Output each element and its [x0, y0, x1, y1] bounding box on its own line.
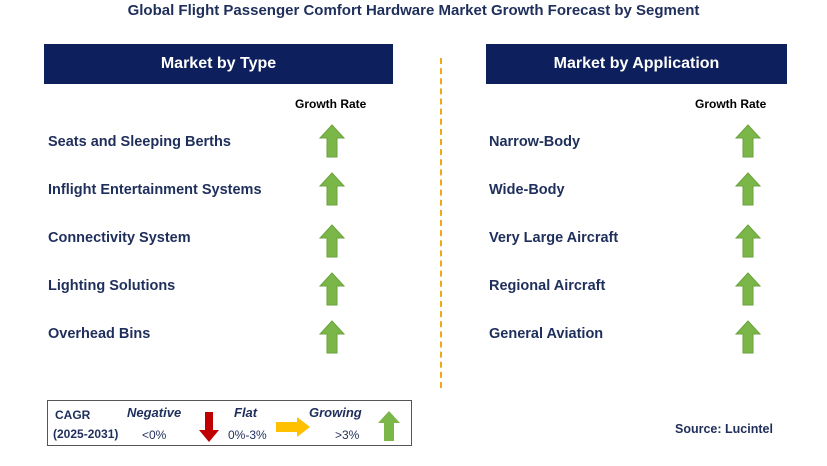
type-item-label: Overhead Bins	[48, 326, 151, 342]
type-item-label: Lighting Solutions	[48, 278, 176, 294]
negative-range: <0%	[142, 428, 167, 442]
up-arrow-icon	[735, 172, 761, 206]
up-arrow-icon	[319, 272, 345, 306]
application-item-label: Regional Aircraft	[489, 278, 606, 294]
down-arrow-icon	[198, 411, 220, 443]
flat-range: 0%-3%	[228, 428, 267, 442]
up-arrow-icon	[735, 320, 761, 354]
center-divider	[440, 58, 442, 388]
right-arrow-icon	[275, 417, 311, 437]
up-arrow-icon	[735, 272, 761, 306]
up-arrow-icon	[319, 320, 345, 354]
application-item-label: Narrow-Body	[489, 134, 581, 150]
negative-label: Negative	[127, 405, 182, 420]
type-item-label: Connectivity System	[48, 230, 191, 246]
growing-range: >3%	[335, 428, 360, 442]
cagr-period: (2025-2031)	[53, 427, 119, 441]
application-item-label: Very Large Aircraft	[489, 230, 619, 246]
up-arrow-icon	[319, 224, 345, 258]
up-arrow-icon	[377, 410, 401, 442]
page-title: Global Flight Passenger Comfort Hardware…	[127, 2, 700, 19]
market-by-type-header: Market by Type	[44, 44, 393, 84]
up-arrow-icon	[319, 172, 345, 206]
application-item-label: General Aviation	[489, 326, 604, 342]
market-by-application-header: Market by Application	[486, 44, 787, 84]
up-arrow-icon	[735, 224, 761, 258]
source-note: Source: Lucintel	[675, 422, 773, 436]
type-item-label: Seats and Sleeping Berths	[48, 134, 231, 150]
growing-label: Growing	[309, 405, 362, 420]
application-growth-rate-label: Growth Rate	[695, 97, 767, 111]
up-arrow-icon	[319, 124, 345, 158]
cagr-label: CAGR	[55, 408, 91, 422]
type-growth-rate-label: Growth Rate	[295, 97, 367, 111]
up-arrow-icon	[735, 124, 761, 158]
flat-label: Flat	[234, 405, 258, 420]
type-item-label: Inflight Entertainment Systems	[48, 182, 262, 198]
application-item-label: Wide-Body	[489, 182, 565, 198]
cagr-legend: CAGR (2025-2031) Negative <0% Flat 0%-3%…	[47, 400, 412, 446]
